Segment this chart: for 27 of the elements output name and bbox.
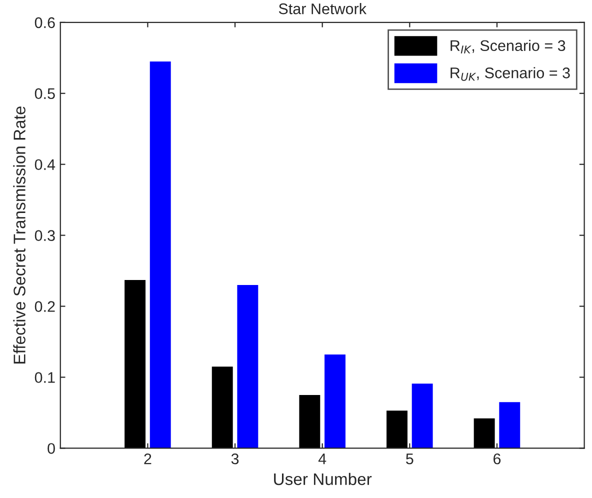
bar [474,418,495,448]
y-tick-label: 0.1 [34,372,55,383]
bar [499,402,520,448]
bar [324,354,346,448]
chart-title: Star Network [278,3,367,14]
x-tick-label: 4 [318,454,326,464]
bar [212,366,233,448]
x-tick-label: 5 [406,454,414,464]
bar [299,394,320,448]
x-tick-label: 2 [144,453,152,464]
y-tick-label: 0.2 [34,301,55,312]
y-tick-label: 0.3 [34,230,55,241]
bar [150,61,171,448]
bar [386,410,408,448]
y-tick-label: 0.4 [34,159,56,170]
legend-label: R$_{IK}$, Scenario = 3 [450,40,566,54]
bar [412,384,433,448]
bar [237,284,258,448]
bar [124,280,146,448]
y-tick-label: 0.6 [34,17,55,28]
y-axis-title: Effective Secret Transmission Rate [13,106,26,364]
x-axis-title: User Number [274,472,372,486]
legend-label: R$_{UK}$, Scenario = 3 [450,67,570,81]
x-tick-label: 6 [494,453,501,464]
y-tick-label: 0 [48,443,55,454]
y-tick-label: 0.5 [34,88,55,100]
x-tick-label: 3 [231,453,239,464]
